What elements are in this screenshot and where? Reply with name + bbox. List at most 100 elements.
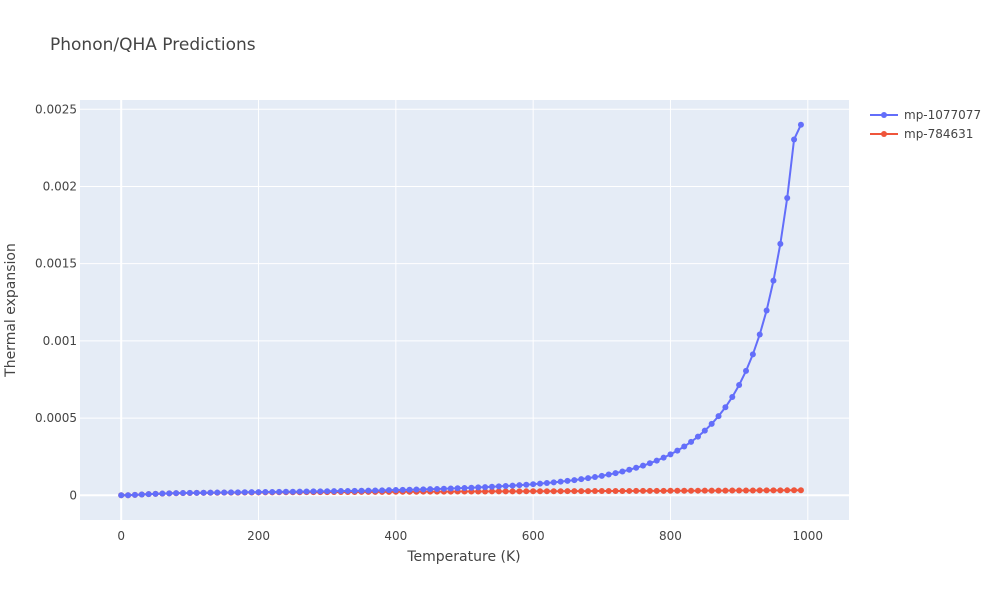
data-point <box>509 488 516 495</box>
x-tick-label: 400 <box>384 529 407 543</box>
data-point <box>324 488 331 495</box>
data-point <box>722 487 729 494</box>
data-point <box>756 487 763 494</box>
legend-item[interactable]: mp-1077077 <box>870 108 981 122</box>
data-point <box>578 476 585 483</box>
data-point <box>619 487 626 494</box>
data-point <box>784 194 791 201</box>
legend-label: mp-784631 <box>904 127 973 141</box>
data-point <box>557 478 564 485</box>
y-tick-label: 0.001 <box>43 334 77 348</box>
data-point <box>296 488 303 495</box>
series-mp-1077077 <box>118 121 804 499</box>
data-point <box>379 487 386 494</box>
data-point <box>688 438 695 445</box>
data-point <box>523 488 530 495</box>
legend-marker <box>881 131 887 137</box>
data-point <box>571 488 578 495</box>
legend-label: mp-1077077 <box>904 108 981 122</box>
data-point <box>118 492 125 499</box>
data-point <box>674 487 681 494</box>
data-point <box>784 487 791 494</box>
data-point <box>729 487 736 494</box>
data-point <box>385 487 392 494</box>
y-axis-title: Thermal expansion <box>3 243 19 378</box>
data-point <box>255 489 262 496</box>
data-point <box>591 474 598 481</box>
data-point <box>406 486 413 493</box>
data-point <box>681 443 688 450</box>
data-point <box>743 487 750 494</box>
data-point <box>269 488 276 495</box>
data-point <box>797 121 804 128</box>
data-point <box>358 487 365 494</box>
data-point <box>770 487 777 494</box>
data-point <box>413 486 420 493</box>
data-point <box>688 487 695 494</box>
data-point <box>715 487 722 494</box>
data-point <box>173 490 180 497</box>
data-point <box>454 485 461 492</box>
data-point <box>193 489 200 496</box>
data-point <box>468 484 475 491</box>
data-point <box>770 277 777 284</box>
data-point <box>125 492 132 499</box>
x-axis-title: Temperature (K) <box>406 549 520 565</box>
data-point <box>152 490 159 497</box>
data-point <box>736 487 743 494</box>
data-point <box>475 484 482 491</box>
data-point <box>365 487 372 494</box>
data-point <box>722 404 729 411</box>
data-point <box>667 487 674 494</box>
data-point <box>482 488 489 495</box>
data-point <box>495 483 502 490</box>
data-point <box>626 466 633 473</box>
legend: mp-1077077 mp-784631 <box>870 108 981 141</box>
data-point <box>667 451 674 458</box>
data-point <box>509 482 516 489</box>
data-point <box>708 487 715 494</box>
data-point <box>660 454 667 461</box>
data-point <box>646 460 653 467</box>
series-line <box>121 124 802 497</box>
data-point <box>337 488 344 495</box>
x-tick-label: 600 <box>522 529 545 543</box>
data-point <box>729 393 736 400</box>
data-point <box>550 479 557 486</box>
y-tick-label: 0 <box>69 488 77 502</box>
data-point <box>502 483 509 490</box>
data-point <box>530 488 537 495</box>
y-tick-label: 0.0015 <box>35 257 77 271</box>
data-point <box>681 487 688 494</box>
data-point <box>420 486 427 493</box>
data-point <box>585 488 592 495</box>
data-point <box>653 457 660 464</box>
data-point <box>640 487 647 494</box>
data-point <box>640 462 647 469</box>
data-point <box>317 488 324 495</box>
data-point <box>694 487 701 494</box>
legend-marker <box>881 112 887 118</box>
data-point <box>530 481 537 488</box>
data-point <box>543 480 550 487</box>
data-point <box>598 488 605 495</box>
data-point <box>633 464 640 471</box>
legend-item[interactable]: mp-784631 <box>870 127 973 141</box>
data-point <box>763 307 770 314</box>
data-point <box>557 488 564 495</box>
data-point <box>331 488 338 495</box>
data-point <box>756 331 763 338</box>
x-axis-ticks: 0 200 400 600 800 1000 <box>117 529 823 543</box>
data-point <box>578 488 585 495</box>
data-point <box>619 468 626 475</box>
data-point <box>221 489 228 496</box>
data-point <box>715 413 722 420</box>
y-tick-label: 0.0025 <box>35 102 77 116</box>
data-point <box>276 488 283 495</box>
gridlines <box>80 100 849 520</box>
data-point <box>138 491 145 498</box>
y-tick-label: 0.002 <box>43 179 77 193</box>
x-tick-label: 200 <box>247 529 270 543</box>
plot-area <box>80 100 849 520</box>
data-point <box>571 477 578 484</box>
